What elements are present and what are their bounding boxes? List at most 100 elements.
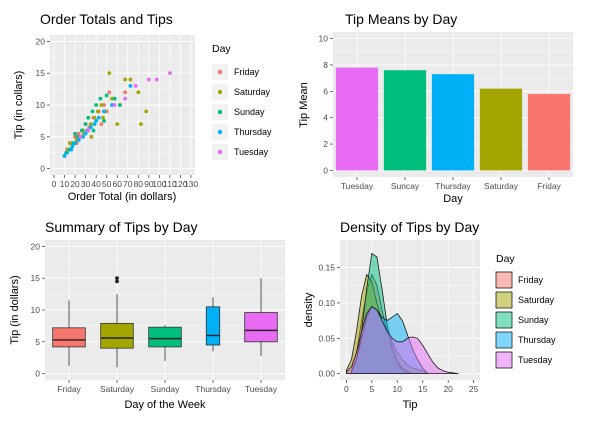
scatter-point-sunday — [102, 119, 106, 123]
scatter-legend-label: Sunday — [234, 107, 265, 117]
density-legend-key — [495, 271, 513, 289]
density-legend-key — [495, 311, 513, 329]
scatter-point-thursday — [110, 103, 114, 107]
scatter-legend-label: Saturday — [234, 87, 271, 97]
scatter-point-sunday — [83, 122, 88, 126]
scatter-point-friday — [76, 131, 81, 136]
box-ytick-label: 15 — [31, 273, 41, 283]
box-title: Summary of Tips by Day — [45, 219, 198, 235]
scatter-legend: Day Friday Saturday Sunday Thursday Tuesday — [212, 43, 272, 160]
scatter-point-sunday — [75, 134, 80, 139]
density-legend-label: Sunday — [518, 315, 549, 325]
bar-ytick-label: 6 — [323, 86, 328, 96]
scatter-xtick-label: 30 — [81, 179, 91, 189]
scatter-legend-dot — [217, 89, 223, 95]
density-legend-key — [495, 351, 513, 369]
scatter-point-saturday — [139, 122, 143, 126]
scatter-point-saturday — [110, 96, 114, 101]
scatter-point-saturday — [89, 134, 94, 139]
scatter-point-saturday — [107, 71, 112, 76]
box-xtick-label: Sunday — [151, 384, 181, 394]
scatter-xtick-label: 60 — [112, 179, 122, 189]
scatter-point-sunday — [86, 115, 91, 120]
density-ytick-label: 0.10 — [318, 298, 335, 308]
bar-thursday — [431, 74, 475, 171]
scatter-title: Order Totals and Tips — [40, 11, 173, 27]
scatter-point-tuesday — [86, 128, 91, 133]
density-xtick-label: 0 — [344, 384, 349, 394]
scatter-point-saturday — [88, 122, 93, 126]
scatter-point-friday — [107, 90, 112, 95]
scatter-xtick-label: 80 — [134, 179, 144, 189]
scatter-point-tuesday — [112, 103, 117, 107]
scatter-point-saturday — [128, 77, 133, 82]
density-legend-key — [495, 291, 513, 309]
scatter-xtick-label: 0 — [52, 179, 57, 189]
box-ytick-label: 0 — [35, 369, 40, 379]
box-outlier — [115, 276, 119, 281]
scatter-point-thursday — [88, 125, 93, 130]
density-area-tuesday — [346, 305, 459, 374]
scatter-xtick-label: 120 — [173, 179, 187, 189]
scatter-point-tuesday — [133, 84, 138, 88]
scatter-point-thursday — [62, 154, 67, 158]
scatter-point-saturday — [95, 109, 100, 114]
density-chart: Density of Tips by Day 0 5 10 15 20 25 0.00 0.… — [303, 219, 556, 411]
scatter-point-saturday — [99, 103, 104, 107]
scatter-point-sunday — [117, 103, 122, 107]
density-legend-label: Saturday — [518, 295, 555, 305]
density-xtick-label: 25 — [469, 384, 479, 394]
scatter-xtick-label: 100 — [152, 179, 166, 189]
bar-xtick-label: Tuesday — [341, 181, 374, 191]
scatter-point-saturday — [101, 115, 105, 120]
density-legend: Day Friday Saturday Sunday Thursday Tuesday — [495, 253, 556, 369]
scatter-point-sunday — [91, 128, 96, 133]
scatter-xtick-label: 90 — [144, 179, 154, 189]
scatter-legend-label: Tuesday — [234, 147, 269, 157]
scatter-xtick-label: 40 — [91, 179, 101, 189]
bar-friday — [527, 93, 571, 171]
scatter-point-sunday — [90, 109, 95, 114]
bar-xlabel: Day — [443, 193, 463, 205]
scatter-point-thursday — [96, 115, 101, 120]
scatter-point-tuesday — [78, 134, 83, 139]
scatter-point-saturday — [67, 141, 72, 146]
density-xtick-label: 5 — [369, 384, 374, 394]
scatter-xtick-label: 130 — [184, 179, 198, 189]
box-xtick-label: Friday — [57, 384, 81, 394]
box-ytick-label: 10 — [31, 305, 41, 315]
scatter-point-tuesday — [168, 71, 172, 76]
scatter-point-friday — [102, 103, 106, 107]
density-ytick-label: 0.05 — [318, 333, 335, 343]
scatter-point-tuesday — [123, 96, 128, 101]
density-title: Density of Tips by Day — [340, 219, 479, 235]
box-thursday — [205, 306, 221, 346]
scatter-legend-label: Friday — [234, 67, 260, 77]
scatter-ytick-label: 20 — [36, 36, 46, 46]
scatter-point-tuesday — [146, 77, 151, 82]
bar-sunday — [383, 70, 427, 171]
scatter-point-thursday — [76, 138, 81, 142]
scatter-point-thursday — [69, 147, 74, 152]
scatter-point-thursday — [65, 150, 70, 155]
box-ytick-label: 5 — [35, 337, 40, 347]
scatter-point-thursday — [83, 131, 88, 136]
bar-ytick-label: 4 — [323, 113, 328, 123]
scatter-point-thursday — [128, 84, 133, 88]
scatter-point-sunday — [94, 103, 99, 107]
box-tuesday — [244, 312, 278, 343]
box-saturday — [100, 322, 134, 349]
bar-ytick-label: 10 — [319, 34, 329, 44]
density-xlabel: Tip — [403, 399, 418, 411]
bar-xtick-label: Friday — [537, 181, 561, 191]
scatter-xtick-label: 110 — [163, 179, 177, 189]
box-outlier — [115, 279, 119, 284]
scatter-legend-title: Day — [212, 43, 231, 55]
scatter-point-sunday — [73, 131, 77, 136]
density-legend-label: Tuesday — [518, 355, 553, 365]
scatter-legend-dot — [217, 109, 223, 115]
bar-ytick-label: 2 — [323, 139, 328, 149]
density-ylabel: density — [303, 292, 315, 327]
scatter-xtick-label: 20 — [70, 179, 80, 189]
